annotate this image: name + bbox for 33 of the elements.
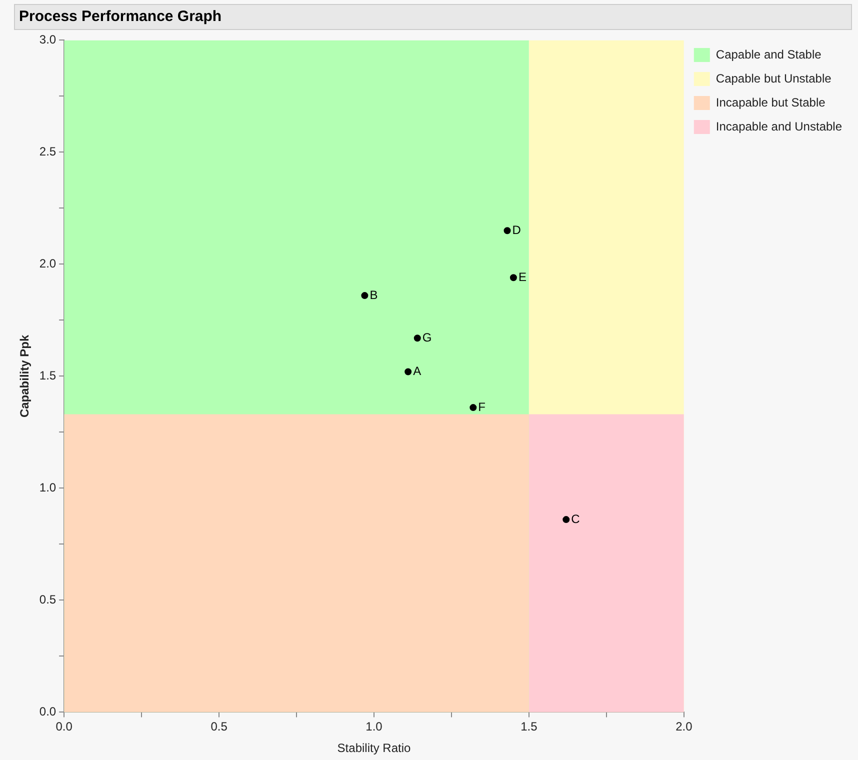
x-tick-label: 2.0 <box>676 720 693 734</box>
legend-label: Incapable but Stable <box>716 95 826 110</box>
point <box>470 404 477 412</box>
chart-title: Process Performance Graph <box>14 4 852 30</box>
y-tick-label: 0.0 <box>39 704 56 719</box>
y-tick-label: 2.0 <box>39 256 56 271</box>
x-tick-label: 1.0 <box>366 720 383 734</box>
point <box>562 516 570 524</box>
y-tick-label: 1.0 <box>39 480 56 495</box>
point <box>361 292 368 300</box>
annotation: A <box>413 364 422 378</box>
y-tick-label: 3.0 <box>39 32 56 47</box>
annotation: G <box>422 330 432 344</box>
point <box>510 274 517 282</box>
point <box>414 334 421 342</box>
y-tick-label: 0.5 <box>39 592 56 607</box>
annotation: D <box>512 222 522 237</box>
annotation: B <box>370 288 378 302</box>
y-tick-label: 1.5 <box>39 368 56 383</box>
annotation: E <box>518 270 526 284</box>
legend-label: Capable and Stable <box>716 47 822 62</box>
point <box>504 227 511 234</box>
y-tick-label: 2.5 <box>39 144 56 159</box>
x-tick-label: 0.5 <box>210 720 228 734</box>
legend-label: Incapable and Unstable <box>716 119 842 134</box>
legend-label: Capable but Unstable <box>716 71 832 86</box>
y-axis-title: Capability Ppk <box>18 334 32 418</box>
x-tick-label: 0.0 <box>56 720 73 734</box>
annotation: F <box>478 400 486 414</box>
x-axis-title: Stability Ratio <box>337 741 411 756</box>
point <box>404 368 412 376</box>
x-tick-label: 1.5 <box>520 720 538 734</box>
annotation: C <box>571 512 580 526</box>
